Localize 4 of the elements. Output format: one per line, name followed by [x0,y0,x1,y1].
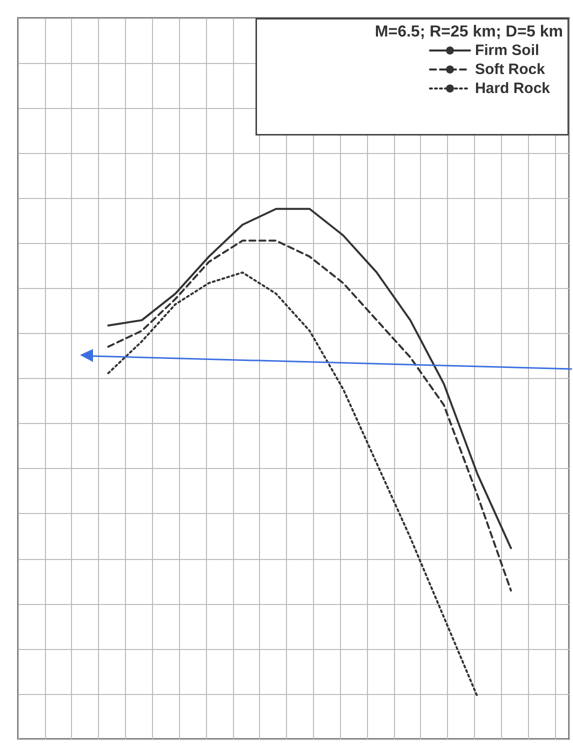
legend-label: Soft Rock [474,61,546,78]
legend-title: M=6.5; R=25 km; D=5 km [374,24,563,40]
legend-label: Firm Soil [474,42,540,59]
legend-label: Hard Rock [474,80,551,97]
